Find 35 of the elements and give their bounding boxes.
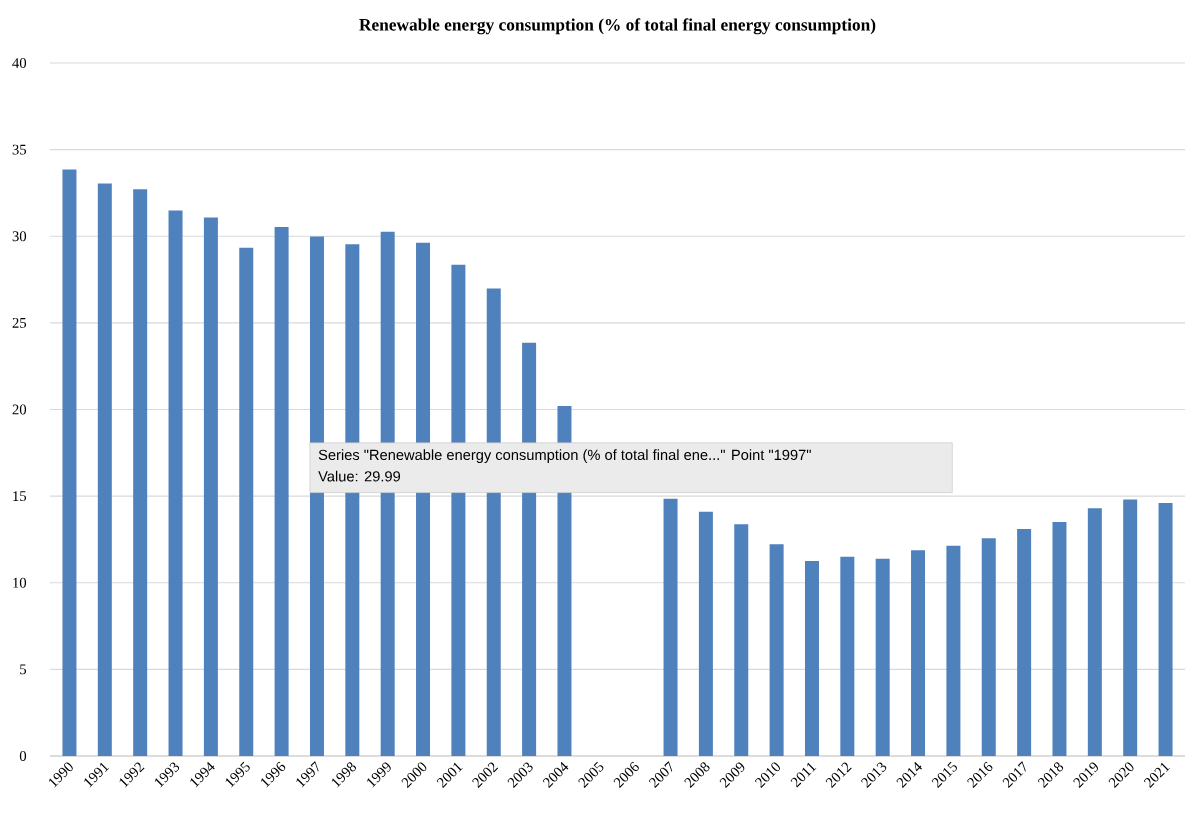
- bar: [203, 217, 218, 756]
- y-tick-label: 20: [12, 404, 27, 415]
- y-tick-label: 40: [12, 58, 27, 68]
- bar: [698, 511, 713, 756]
- y-tick-label: 0: [19, 751, 27, 761]
- bar: [133, 189, 148, 756]
- y-tick-label: 5: [20, 664, 27, 675]
- bar: [663, 498, 678, 756]
- bar: [911, 550, 926, 756]
- bar: [1123, 499, 1138, 756]
- annotation: Series "Renewable energy consumption (% of total final ene..." Point "1997": [318, 449, 811, 463]
- y-tick-label: 35: [12, 144, 27, 155]
- bar: [168, 210, 183, 756]
- y-tick-label: 25: [12, 317, 27, 328]
- bar: [734, 524, 749, 756]
- x-tick-label: 1991: [84, 762, 110, 788]
- bar: [981, 538, 996, 756]
- bar: [1052, 522, 1067, 756]
- annotation: Value: 29.99: [318, 470, 401, 482]
- bar: [239, 247, 254, 756]
- bar: [804, 560, 819, 756]
- bar: [97, 183, 112, 756]
- bar: [840, 556, 855, 756]
- bar: [62, 169, 77, 756]
- bar: [946, 545, 961, 756]
- bar: [1017, 529, 1032, 756]
- y-tick-label: 30: [12, 231, 27, 242]
- bar: [1158, 503, 1173, 756]
- bar: [274, 227, 289, 756]
- chart-title: Renewable energy consumption (% of total final energy consumption): [359, 18, 876, 35]
- bar: [1087, 508, 1102, 756]
- bar: [769, 544, 784, 756]
- y-tick-label: 15: [13, 491, 27, 502]
- bar: [875, 558, 890, 756]
- y-tick-label: 10: [13, 577, 27, 588]
